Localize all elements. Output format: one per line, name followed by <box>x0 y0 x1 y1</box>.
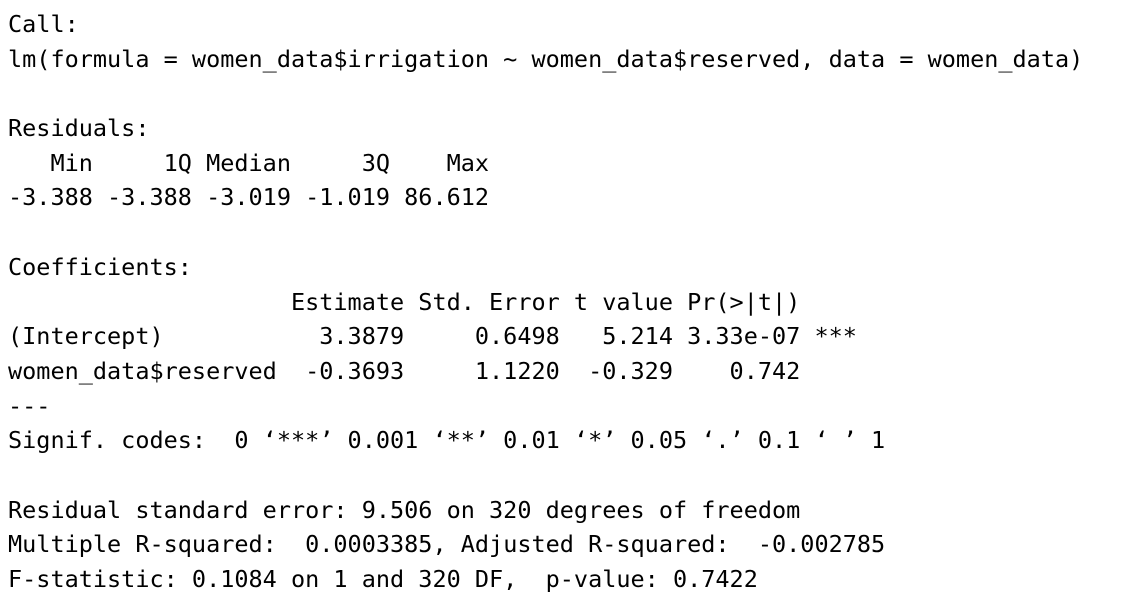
residuals-heading: Residuals: <box>8 114 150 143</box>
console-output: Call: lm(formula = women_data$irrigation… <box>8 7 1118 597</box>
residuals-values: -3.388 -3.388 -3.019 -1.019 86.612 <box>8 183 504 212</box>
coefficients-row-reserved: women_data$reserved -0.3693 1.1220 -0.32… <box>8 356 857 385</box>
coefficients-row-intercept: (Intercept) 3.3879 0.6498 5.214 3.33e-07… <box>8 322 857 351</box>
coefficients-header: Estimate Std. Error t value Pr(>|t|) <box>8 287 857 316</box>
call-formula: lm(formula = women_data$irrigation ~ wom… <box>8 44 1084 73</box>
separator-line: --- <box>8 391 51 420</box>
blank-line <box>8 76 1118 111</box>
coefficients-heading: Coefficients: <box>8 252 192 281</box>
blank-line <box>8 215 1118 250</box>
r-squared-line: Multiple R-squared: 0.0003385, Adjusted … <box>8 530 900 559</box>
residual-standard-error: Residual standard error: 9.506 on 320 de… <box>8 495 801 524</box>
residuals-header: Min 1Q Median 3Q Max <box>8 148 504 177</box>
signif-codes: Signif. codes: 0 ‘***’ 0.001 ‘**’ 0.01 ‘… <box>8 426 886 455</box>
blank-line <box>8 458 1118 493</box>
f-statistic-line: F-statistic: 0.1084 on 1 and 320 DF, p-v… <box>8 565 758 593</box>
call-heading: Call: <box>8 10 79 38</box>
